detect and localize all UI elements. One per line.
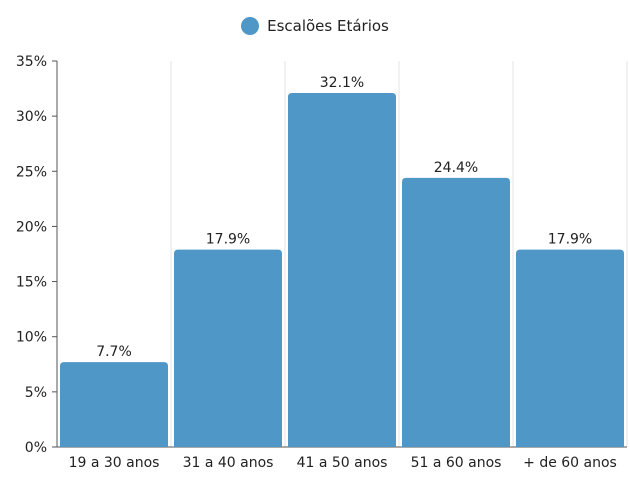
bar [174, 249, 282, 447]
legend-swatch-icon [241, 17, 260, 35]
data-label: 7.7% [96, 344, 132, 360]
data-label: 17.9% [548, 232, 592, 248]
x-tick-label: 19 a 30 anos [69, 455, 160, 471]
y-tick-label: 25% [16, 164, 47, 180]
y-tick-label: 5% [25, 385, 47, 401]
data-label: 32.1% [320, 75, 364, 91]
x-tick-label: 41 a 50 anos [297, 455, 388, 471]
y-tick-label: 20% [16, 219, 47, 235]
y-tick-label: 30% [16, 109, 47, 125]
data-label: 24.4% [434, 160, 478, 176]
y-tick-label: 35% [16, 54, 47, 70]
bar [60, 362, 168, 447]
x-tick-label: 51 a 60 anos [411, 455, 502, 471]
bar [288, 92, 396, 448]
legend-label: Escalões Etários [267, 17, 389, 35]
data-label: 17.9% [206, 232, 250, 248]
bar [516, 249, 624, 447]
x-tick-label: 31 a 40 anos [183, 455, 274, 471]
x-tick-label: + de 60 anos [523, 455, 617, 471]
y-tick-label: 15% [16, 275, 47, 291]
y-tick-label: 0% [25, 440, 47, 456]
legend[interactable]: Escalões Etários [0, 17, 630, 35]
y-tick-label: 10% [16, 330, 47, 346]
bar [402, 177, 510, 447]
